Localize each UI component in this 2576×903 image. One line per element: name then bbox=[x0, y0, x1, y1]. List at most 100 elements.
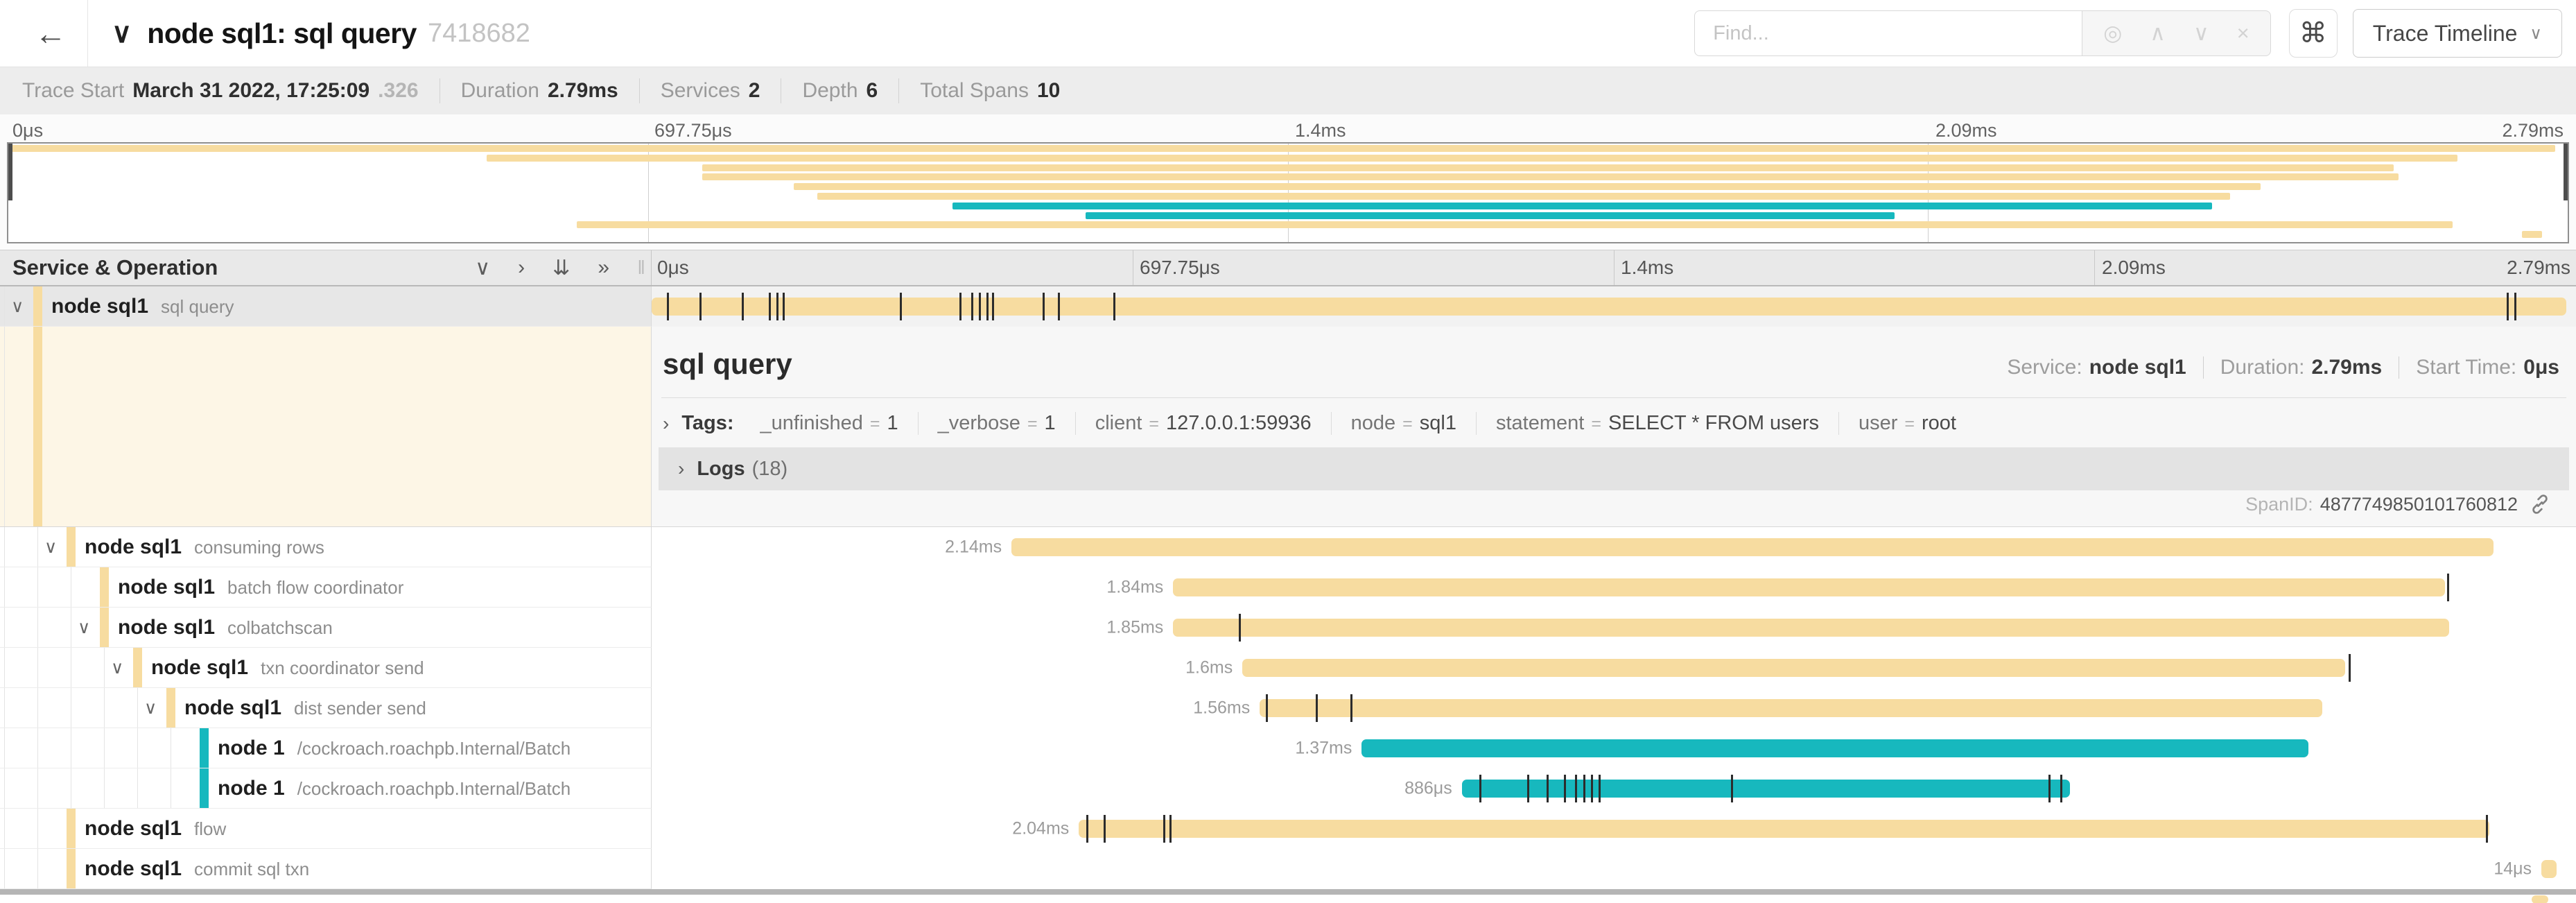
chevron-down-icon[interactable]: ∨ bbox=[78, 617, 91, 637]
span-tree-cell[interactable]: ∨ node sql1 dist sender send bbox=[0, 688, 652, 728]
chevron-down-icon[interactable]: ∨ bbox=[144, 698, 157, 718]
column-resizer-grip[interactable]: ‖ bbox=[637, 257, 645, 278]
collapse-one-icon[interactable]: ∨ bbox=[475, 256, 491, 280]
service-name: node sql1 bbox=[51, 294, 149, 318]
span-timeline-cell: 1.56ms bbox=[652, 688, 2576, 728]
service-color-strip bbox=[200, 768, 209, 808]
span-bar[interactable] bbox=[2541, 860, 2557, 878]
log-marker-tick bbox=[1163, 815, 1166, 843]
log-marker-tick bbox=[667, 293, 670, 320]
logs-count: (18) bbox=[751, 457, 788, 480]
indent-guide bbox=[104, 768, 105, 808]
bottom-scroll-track[interactable] bbox=[0, 889, 2576, 895]
indent-guide bbox=[137, 768, 138, 808]
trace-collapse-icon[interactable]: ∨ bbox=[112, 18, 132, 49]
keyboard-shortcuts-button[interactable]: ⌘ bbox=[2288, 9, 2338, 58]
span-tree-cell[interactable]: ∨ node sql1 consuming rows bbox=[0, 527, 652, 567]
chevron-down-icon[interactable]: ∨ bbox=[44, 537, 58, 557]
log-marker-tick bbox=[782, 293, 785, 320]
find-buttons: ◎ ∧ ∨ × bbox=[2082, 10, 2271, 56]
collapse-all-icon[interactable]: ⇊ bbox=[552, 256, 571, 280]
log-marker-tick bbox=[1086, 815, 1089, 843]
logs-label: Logs bbox=[697, 457, 745, 480]
log-marker-tick bbox=[1527, 775, 1530, 802]
span-bar[interactable] bbox=[1079, 820, 2490, 838]
timeline-ruler: 0μs 697.75μs 1.4ms 2.09ms 2.79ms bbox=[652, 250, 2576, 285]
log-marker-tick bbox=[2507, 293, 2509, 320]
span-bar[interactable] bbox=[1260, 699, 2322, 717]
indent-guide bbox=[4, 567, 5, 607]
service-color-strip bbox=[100, 608, 109, 647]
ruler-label: 1.4ms bbox=[1621, 257, 1674, 278]
tags-row[interactable]: › Tags: _unfinished = 1 _verbose = 1 client = 12… bbox=[652, 398, 2576, 435]
log-marker-tick bbox=[1575, 775, 1578, 802]
minimap-canvas[interactable] bbox=[7, 142, 2569, 243]
operation-name: sql query bbox=[161, 295, 234, 317]
trace-span-row: ∨ node sql1 colbatchscan 1.85ms bbox=[0, 608, 2576, 648]
viewport-left-handle[interactable] bbox=[8, 144, 12, 200]
find-clear-icon[interactable]: × bbox=[2236, 21, 2249, 45]
logs-row[interactable]: › Logs (18) bbox=[659, 447, 2569, 490]
ruler-label: 697.75μs bbox=[654, 120, 732, 141]
span-bar[interactable] bbox=[1173, 578, 2446, 596]
span-bar[interactable] bbox=[1011, 538, 2494, 556]
span-tree-cell[interactable]: node 1/cockroach.roachpb.Internal/Batch bbox=[0, 768, 652, 809]
service-color-strip bbox=[33, 286, 42, 326]
span-bar[interactable] bbox=[1461, 780, 2070, 798]
ruler-label: 2.79ms bbox=[2502, 120, 2564, 141]
span-tree-cell[interactable]: ∨ node sql1 colbatchscan bbox=[0, 608, 652, 648]
viewport-right-handle[interactable] bbox=[2564, 144, 2568, 200]
back-button[interactable]: ← bbox=[14, 0, 88, 67]
span-bar[interactable] bbox=[1173, 619, 2449, 637]
log-marker-tick bbox=[1563, 775, 1566, 802]
header-controls: ◎ ∧ ∨ × ⌘ Trace Timeline ∨ bbox=[1694, 9, 2562, 58]
minimap-span-bar bbox=[487, 154, 2458, 162]
locate-icon[interactable]: ◎ bbox=[2103, 21, 2123, 45]
span-timeline-cell: 886μs bbox=[652, 768, 2576, 809]
span-tree-cell[interactable]: ∨ node sql1 sql query bbox=[0, 286, 652, 327]
span-detail-left-column bbox=[0, 327, 652, 526]
operation-name: commit sql txn bbox=[194, 858, 310, 879]
view-selector-button[interactable]: Trace Timeline ∨ bbox=[2352, 9, 2562, 58]
span-tree-cell[interactable]: ∨ node sql1 txn coordinator send bbox=[0, 648, 652, 688]
chevron-down-icon[interactable]: ∨ bbox=[11, 296, 24, 316]
trace-span-row: ∨ node sql1 dist sender send 1.56ms bbox=[0, 688, 2576, 728]
chevron-right-icon[interactable]: › bbox=[678, 458, 685, 479]
ruler-label: 2.09ms bbox=[2102, 257, 2166, 278]
duration-label: Duration: bbox=[2220, 356, 2305, 379]
service-name: node sql1 bbox=[118, 575, 216, 599]
tree-toolbar-icons: ∨ › ⇊ » bbox=[475, 256, 609, 280]
minimap-span-bar bbox=[1086, 212, 1895, 219]
log-marker-tick bbox=[1598, 775, 1601, 802]
span-tree-cell[interactable]: node sql1 batch flow coordinator bbox=[0, 567, 652, 608]
span-bar[interactable] bbox=[1361, 739, 2309, 757]
log-marker-tick bbox=[992, 293, 995, 320]
expand-one-icon[interactable]: › bbox=[518, 255, 525, 279]
span-duration-label: 14μs bbox=[2494, 859, 2532, 879]
find-prev-icon[interactable]: ∧ bbox=[2150, 21, 2166, 45]
span-tree-cell[interactable]: node sql1 flow bbox=[0, 809, 652, 849]
span-timeline-cell: 1.85ms bbox=[652, 608, 2576, 648]
page-title: node sql1: sql query bbox=[147, 17, 417, 49]
top-header: ← ∨ node sql1: sql query 7418682 ◎ ∧ ∨ ×… bbox=[0, 0, 2576, 67]
indent-guide bbox=[4, 608, 5, 647]
span-duration-label: 1.85ms bbox=[1106, 617, 1164, 637]
span-duration-label: 2.04ms bbox=[1012, 818, 1070, 839]
span-tree-cell[interactable]: node 1/cockroach.roachpb.Internal/Batch bbox=[0, 728, 652, 768]
log-marker-tick bbox=[1169, 815, 1172, 843]
chevron-down-icon[interactable]: ∨ bbox=[111, 657, 124, 678]
span-tree-cell[interactable]: node sql1 commit sql txn bbox=[0, 849, 652, 889]
log-marker-tick bbox=[1583, 775, 1585, 802]
find-next-icon[interactable]: ∨ bbox=[2193, 21, 2209, 45]
find-input[interactable] bbox=[1694, 10, 2083, 56]
back-arrow-icon: ← bbox=[35, 15, 67, 51]
service-name: node sql1 bbox=[118, 615, 216, 639]
expand-all-icon[interactable]: » bbox=[598, 255, 609, 279]
link-icon[interactable] bbox=[2529, 493, 2551, 515]
span-bar[interactable] bbox=[1242, 659, 2345, 677]
span-duration-label: 1.37ms bbox=[1295, 738, 1352, 758]
span-bar[interactable] bbox=[652, 298, 2567, 316]
chevron-right-icon[interactable]: › bbox=[663, 412, 670, 434]
span-duration-label: 2.14ms bbox=[945, 537, 1002, 557]
trace-span-row: node sql1 flow 2.04ms bbox=[0, 809, 2576, 849]
